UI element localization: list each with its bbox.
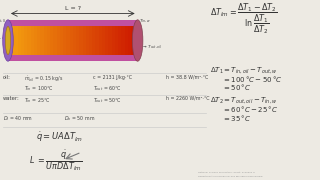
Text: National Science Foundation, Grant: 0126902 &: National Science Foundation, Grant: 0126… bbox=[198, 171, 255, 173]
Bar bbox=[134, 26, 138, 55]
Text: $= 100\,°C - 50\,°C$: $= 100\,°C - 50\,°C$ bbox=[222, 74, 283, 84]
Bar bbox=[125, 26, 128, 55]
Text: $\rightarrow T_{out,oil}$: $\rightarrow T_{out,oil}$ bbox=[142, 44, 163, 51]
Bar bbox=[60, 26, 63, 55]
Text: $T_{in,w}$: $T_{in,w}$ bbox=[139, 18, 151, 25]
Bar bbox=[14, 26, 18, 55]
Text: $T_{out,S}$: $T_{out,S}$ bbox=[0, 18, 6, 25]
Text: water:: water: bbox=[3, 96, 20, 101]
Bar bbox=[99, 26, 102, 55]
Bar bbox=[73, 26, 76, 55]
Text: $\dot{m}_{oil}$ = 0.15 kg/s: $\dot{m}_{oil}$ = 0.15 kg/s bbox=[24, 75, 63, 84]
Text: h = 38.8 W/m²·°C: h = 38.8 W/m²·°C bbox=[166, 75, 209, 80]
Text: Department of Mechanical and Biological Engineering: Department of Mechanical and Biological … bbox=[198, 176, 263, 177]
Bar bbox=[92, 26, 96, 55]
Text: c = 2131 J/kg·°C: c = 2131 J/kg·°C bbox=[93, 75, 132, 80]
Bar bbox=[63, 26, 67, 55]
Text: h = 2260 W/m²·°C: h = 2260 W/m²·°C bbox=[166, 96, 210, 101]
Text: $T_{in,oil}$: $T_{in,oil}$ bbox=[0, 35, 6, 42]
Text: oil:: oil: bbox=[3, 75, 11, 80]
Bar bbox=[118, 26, 122, 55]
Bar bbox=[112, 26, 115, 55]
Bar bbox=[86, 26, 89, 55]
Text: $\Delta T_1 = T_{in,oil} - T_{out,w}$: $\Delta T_1 = T_{in,oil} - T_{out,w}$ bbox=[210, 65, 277, 75]
Polygon shape bbox=[8, 55, 138, 61]
Bar bbox=[121, 26, 125, 55]
Bar bbox=[76, 26, 80, 55]
Ellipse shape bbox=[3, 20, 13, 61]
Bar bbox=[37, 26, 41, 55]
Ellipse shape bbox=[5, 26, 11, 55]
Bar bbox=[53, 26, 57, 55]
Text: $T_{out}$ = 60°C: $T_{out}$ = 60°C bbox=[93, 84, 122, 93]
Text: $\Delta T_{lm} = \dfrac{\Delta T_1 - \Delta T_2}{\ln\dfrac{\Delta T_1}{\Delta T_: $\Delta T_{lm} = \dfrac{\Delta T_1 - \De… bbox=[210, 2, 277, 36]
Bar bbox=[50, 26, 54, 55]
Text: $T_{in}$ = 100°C: $T_{in}$ = 100°C bbox=[24, 84, 53, 93]
Text: $\dot{q} = UA\Delta T_{lm}$: $\dot{q} = UA\Delta T_{lm}$ bbox=[36, 130, 83, 144]
Bar bbox=[8, 26, 12, 55]
Bar bbox=[108, 26, 112, 55]
Text: $= 60\,°C - 25\,°C$: $= 60\,°C - 25\,°C$ bbox=[222, 104, 278, 114]
Text: L = ?: L = ? bbox=[65, 6, 81, 11]
Text: $= 50\,°C$: $= 50\,°C$ bbox=[222, 82, 252, 93]
Text: $= 35\,°C$: $= 35\,°C$ bbox=[222, 113, 252, 123]
Text: $\Delta T_2 = T_{out,oil} - T_{in,w}$: $\Delta T_2 = T_{out,oil} - T_{in,w}$ bbox=[210, 95, 277, 105]
Bar bbox=[44, 26, 47, 55]
Text: $D_o$ = 50 mm: $D_o$ = 50 mm bbox=[64, 114, 95, 123]
Bar bbox=[69, 26, 73, 55]
Bar bbox=[105, 26, 109, 55]
Text: L $= \dfrac{\dot{q}}{U\pi D\Delta T_{lm}}$: L $= \dfrac{\dot{q}}{U\pi D\Delta T_{lm}… bbox=[29, 148, 82, 173]
Bar bbox=[115, 26, 118, 55]
Bar bbox=[28, 26, 31, 55]
Bar bbox=[11, 26, 15, 55]
Text: $T_{out}$ = 50°C: $T_{out}$ = 50°C bbox=[93, 96, 122, 105]
Bar bbox=[40, 26, 44, 55]
Bar bbox=[79, 26, 83, 55]
Bar bbox=[18, 26, 21, 55]
Bar bbox=[66, 26, 70, 55]
Bar bbox=[21, 26, 25, 55]
Ellipse shape bbox=[132, 20, 143, 61]
Bar bbox=[57, 26, 60, 55]
Bar bbox=[83, 26, 86, 55]
Polygon shape bbox=[8, 20, 138, 26]
Bar bbox=[128, 26, 132, 55]
Bar bbox=[95, 26, 99, 55]
Bar bbox=[31, 26, 34, 55]
Bar bbox=[24, 26, 28, 55]
Bar bbox=[102, 26, 106, 55]
Text: $D_i$ = 40 mm: $D_i$ = 40 mm bbox=[3, 114, 33, 123]
Bar bbox=[34, 26, 37, 55]
Polygon shape bbox=[8, 20, 138, 61]
Bar bbox=[131, 26, 135, 55]
Text: $T_{in}$ = 25°C: $T_{in}$ = 25°C bbox=[24, 96, 51, 105]
Bar bbox=[89, 26, 92, 55]
Bar bbox=[47, 26, 51, 55]
